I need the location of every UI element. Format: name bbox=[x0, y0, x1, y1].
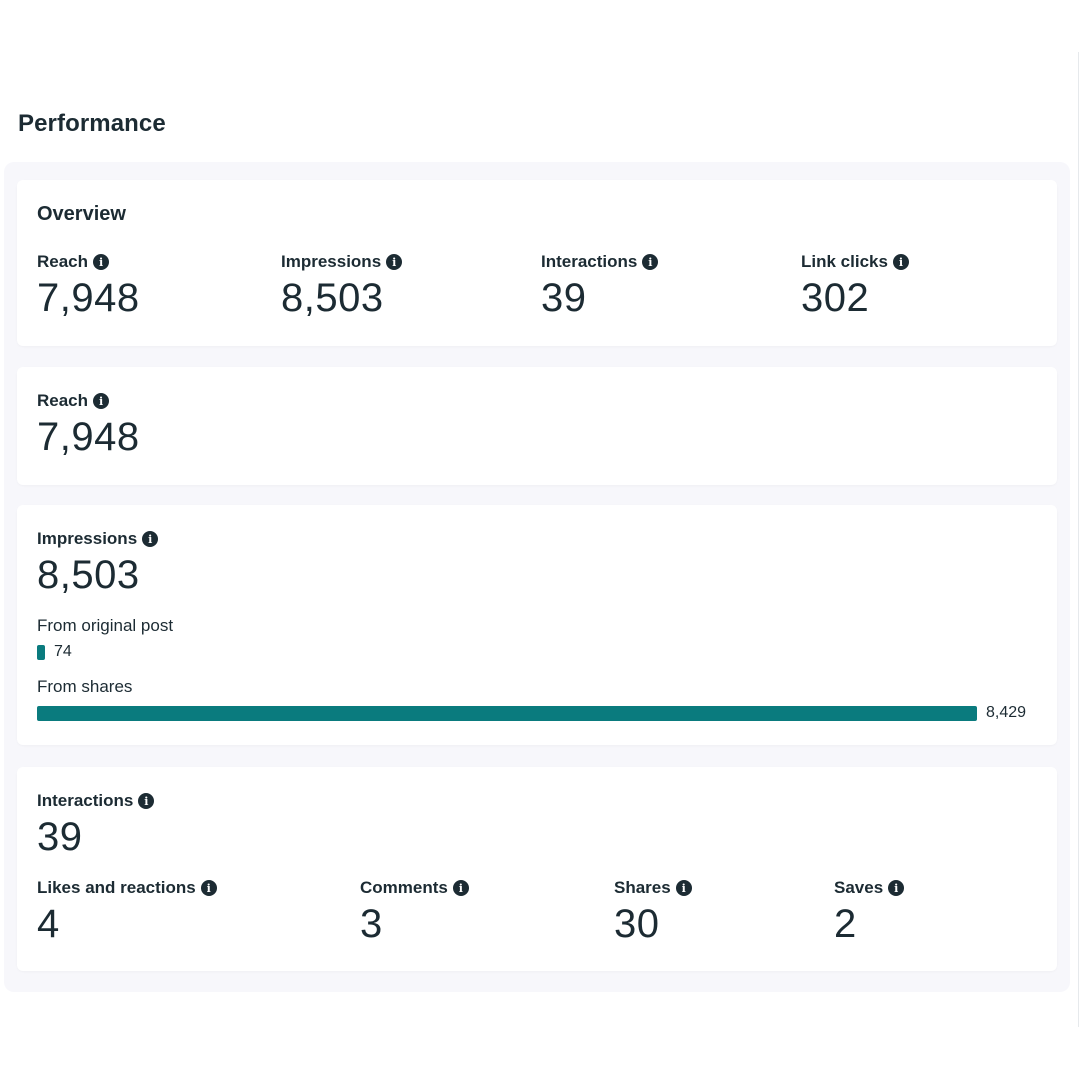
info-icon[interactable]: i bbox=[200, 880, 217, 896]
overview-reach-label: Reach i bbox=[37, 252, 140, 272]
overview-link-clicks-label: Link clicks i bbox=[801, 252, 909, 272]
from-shares-bar bbox=[37, 705, 977, 721]
overview-title: Overview bbox=[37, 203, 126, 225]
info-icon[interactable]: i bbox=[138, 793, 155, 809]
page-title: Performance bbox=[18, 110, 166, 137]
from-shares-row: 8,429 bbox=[37, 704, 1026, 722]
interactions-card: Interactions i 39 Likes and reactions i … bbox=[17, 767, 1057, 971]
overview-interactions: Interactions i 39 bbox=[541, 252, 659, 321]
from-original-post-row: 74 bbox=[37, 643, 72, 661]
shares: Shares i 30 bbox=[614, 878, 692, 947]
reach-label: Reach i bbox=[37, 391, 140, 411]
right-divider bbox=[1078, 52, 1079, 1027]
saves-label: Saves i bbox=[834, 878, 905, 898]
interactions-value: 39 bbox=[37, 815, 83, 859]
overview-impressions: Impressions i 8,503 bbox=[281, 252, 403, 321]
comments-value: 3 bbox=[360, 902, 383, 946]
overview-reach: Reach i 7,948 bbox=[37, 252, 140, 321]
reach-value: 7,948 bbox=[37, 415, 140, 459]
overview-link-clicks-value: 302 bbox=[801, 276, 870, 320]
info-icon[interactable]: i bbox=[888, 880, 905, 896]
saves-value: 2 bbox=[834, 902, 857, 946]
info-icon[interactable]: i bbox=[452, 880, 469, 896]
info-icon[interactable]: i bbox=[642, 254, 659, 270]
reach-card: Reach i 7,948 bbox=[17, 367, 1057, 485]
info-icon[interactable]: i bbox=[93, 393, 110, 409]
info-icon[interactable]: i bbox=[142, 531, 159, 547]
overview-interactions-label: Interactions i bbox=[541, 252, 659, 272]
info-icon[interactable]: i bbox=[675, 880, 692, 896]
likes-and-reactions: Likes and reactions i 4 bbox=[37, 878, 217, 947]
shares-label: Shares i bbox=[614, 878, 692, 898]
overview-interactions-value: 39 bbox=[541, 276, 587, 320]
overview-impressions-value: 8,503 bbox=[281, 276, 384, 320]
interactions-label: Interactions i bbox=[37, 791, 155, 811]
impressions-value: 8,503 bbox=[37, 553, 140, 597]
info-icon[interactable]: i bbox=[93, 254, 110, 270]
impressions-label: Impressions i bbox=[37, 529, 159, 549]
overview-link-clicks: Link clicks i 302 bbox=[801, 252, 909, 321]
reach-metric: Reach i 7,948 bbox=[37, 391, 140, 460]
info-icon[interactable]: i bbox=[892, 254, 909, 270]
info-icon[interactable]: i bbox=[386, 254, 403, 270]
interactions-metric: Interactions i 39 bbox=[37, 791, 155, 860]
comments-label: Comments i bbox=[360, 878, 469, 898]
overview-impressions-label: Impressions i bbox=[281, 252, 403, 272]
from-shares-value: 8,429 bbox=[986, 704, 1027, 721]
saves: Saves i 2 bbox=[834, 878, 905, 947]
from-original-post-bar bbox=[37, 644, 45, 660]
impressions-card: Impressions i 8,503 From original post 7… bbox=[17, 505, 1057, 745]
from-original-post-value: 74 bbox=[54, 643, 72, 660]
likes-and-reactions-label: Likes and reactions i bbox=[37, 878, 217, 898]
shares-value: 30 bbox=[614, 902, 660, 946]
comments: Comments i 3 bbox=[360, 878, 469, 947]
overview-card: Overview Reach i 7,948 Impressions i 8,5… bbox=[17, 180, 1057, 346]
from-original-post-label: From original post bbox=[37, 616, 174, 635]
likes-and-reactions-value: 4 bbox=[37, 902, 60, 946]
from-shares-label: From shares bbox=[37, 677, 133, 696]
overview-reach-value: 7,948 bbox=[37, 276, 140, 320]
impressions-metric: Impressions i 8,503 bbox=[37, 529, 159, 598]
